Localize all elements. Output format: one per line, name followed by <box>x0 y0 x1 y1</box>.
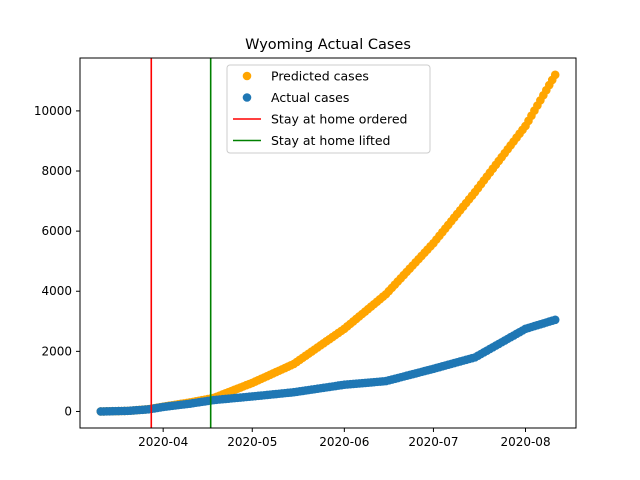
data-point <box>550 70 560 80</box>
x-tick-label: 2020-05 <box>227 435 277 449</box>
y-tick-label: 0 <box>64 404 72 418</box>
y-tick-label: 8000 <box>41 164 72 178</box>
x-axis: 2020-04 2020-05 2020-06 2020-07 2020-08 <box>138 428 551 449</box>
y-axis: 0 2000 4000 6000 8000 10000 <box>34 104 80 418</box>
axes-frame <box>79 57 577 429</box>
x-tick-label: 2020-08 <box>500 435 550 449</box>
legend-label: Stay at home ordered <box>271 112 408 127</box>
series-actual-cases <box>96 315 560 416</box>
legend-label: Predicted cases <box>271 69 369 84</box>
x-tick-label: 2020-07 <box>408 435 458 449</box>
x-tick-label: 2020-04 <box>138 435 188 449</box>
legend-item: Predicted cases <box>242 69 369 84</box>
legend: Predicted cases Actual cases Stay at home … <box>226 64 431 154</box>
x-tick-label: 2020-06 <box>319 435 369 449</box>
y-tick-label: 6000 <box>41 224 72 238</box>
legend-label: Actual cases <box>271 90 349 105</box>
legend-label: Stay at home lifted <box>271 133 390 148</box>
y-tick-label: 2000 <box>41 344 72 358</box>
y-tick-label: 10000 <box>34 104 72 118</box>
legend-item: Stay at home lifted <box>233 133 390 148</box>
plot-area <box>96 58 560 428</box>
legend-marker <box>242 93 252 102</box>
legend-marker <box>242 71 252 81</box>
data-point <box>550 315 560 325</box>
data-points <box>96 70 560 416</box>
y-tick-label: 4000 <box>41 284 72 298</box>
chart-title: Wyoming Actual Cases <box>245 37 411 53</box>
legend-item: Actual cases <box>242 90 349 105</box>
legend-item: Stay at home ordered <box>233 112 408 127</box>
legend-box <box>226 64 431 154</box>
